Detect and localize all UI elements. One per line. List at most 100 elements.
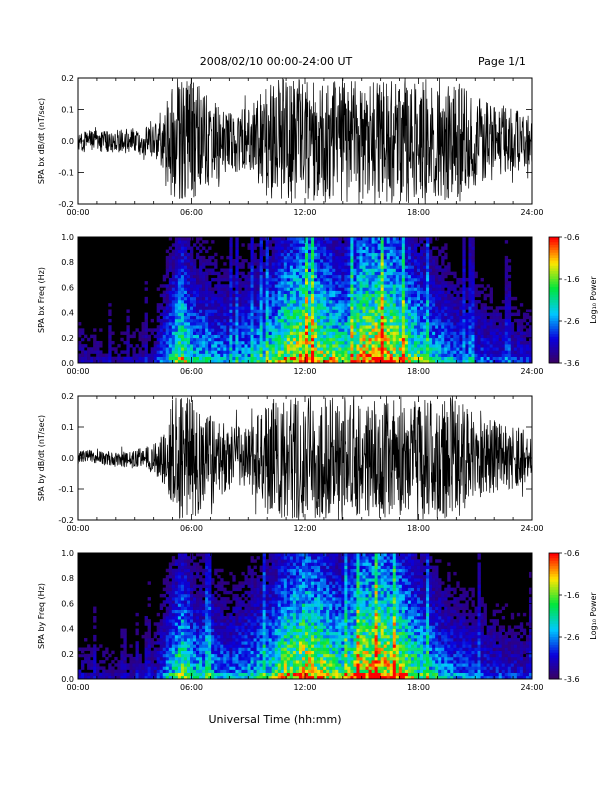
spectrogram-cell xyxy=(174,259,179,263)
spectrogram-cell xyxy=(426,350,430,354)
spectrogram-cell xyxy=(453,309,457,313)
spectrogram-cell xyxy=(314,322,318,326)
spectrogram-cell xyxy=(298,328,303,332)
spectrogram-cell xyxy=(465,340,469,345)
spectrogram-cell xyxy=(217,347,221,351)
spectrogram-cell xyxy=(383,353,388,357)
spectrogram-cell xyxy=(368,296,372,301)
spectrogram-cell xyxy=(241,359,245,364)
spectrogram-cell xyxy=(447,331,451,335)
spectrogram-cell xyxy=(132,675,136,680)
spectrogram-cell xyxy=(465,287,469,291)
spectrogram-cell xyxy=(383,309,388,313)
spectrogram-cell xyxy=(353,249,357,254)
spectrogram-cell xyxy=(480,331,484,335)
spectrogram-cell xyxy=(196,290,200,294)
spectrogram-cell xyxy=(96,663,100,667)
spectrogram-cell xyxy=(492,344,496,348)
spectrogram-cell xyxy=(220,353,224,357)
colorbar-segment xyxy=(549,323,559,327)
spectrogram-cell xyxy=(301,237,306,241)
spectrogram-cell xyxy=(386,344,391,348)
spectrogram-cell xyxy=(244,296,248,301)
spectrogram-cell xyxy=(407,271,412,276)
spectrogram-cell xyxy=(289,262,294,266)
spectrogram-cell xyxy=(317,274,321,279)
spectrogram-cell xyxy=(162,359,167,364)
spectrogram-cell xyxy=(404,277,409,282)
spectrogram-cell xyxy=(268,337,273,342)
spectrogram-cell xyxy=(380,249,384,254)
spectrogram-cell xyxy=(404,271,409,276)
spectrogram-cell xyxy=(420,334,424,339)
spectrogram-cell xyxy=(392,287,397,291)
spectrogram-cell xyxy=(135,356,139,361)
spectrogram-cell xyxy=(305,300,309,304)
spectrogram-cell xyxy=(353,259,357,263)
spectrogram-cell xyxy=(202,281,206,285)
spectrogram-cell xyxy=(413,246,418,250)
spectrogram-cell xyxy=(426,259,430,263)
spectrogram-cell xyxy=(353,309,357,313)
spectrogram-cell xyxy=(401,318,406,323)
spectrogram-cell xyxy=(301,334,306,339)
spectrogram-cell xyxy=(477,309,481,313)
spectrogram-cell xyxy=(84,353,88,357)
spectrogram-cell xyxy=(474,309,478,313)
spectrogram-cell xyxy=(341,356,345,361)
spectrogram-cell xyxy=(462,284,466,288)
spectrogram-cell xyxy=(295,353,300,357)
colorbar-tick-label: -1.6 xyxy=(564,275,580,284)
spectrogram-cell xyxy=(186,347,191,351)
spectrogram-cell xyxy=(289,249,294,254)
spectrogram-cell xyxy=(356,315,360,320)
spectrogram-cell xyxy=(462,255,466,260)
spectrogram-cell xyxy=(292,353,297,357)
spectrogram-cell xyxy=(492,337,496,342)
spectrogram-cell xyxy=(271,300,276,304)
spectrogram-cell xyxy=(232,325,236,329)
spectrogram-cell xyxy=(410,281,415,285)
spectrogram-cell xyxy=(162,318,167,323)
spectrogram-cell xyxy=(193,284,197,288)
spectrogram-cell xyxy=(380,293,384,298)
spectrogram-cell xyxy=(350,325,354,329)
spectrogram-cell xyxy=(196,350,200,354)
spectrogram-cell xyxy=(323,277,327,282)
spectrogram-cell xyxy=(162,315,167,320)
spectrogram-cell xyxy=(380,237,384,241)
spectrogram-cell xyxy=(308,337,312,342)
spectrogram-cell xyxy=(323,359,327,364)
spectrogram-cell xyxy=(129,344,133,348)
spectrogram-cell xyxy=(365,318,369,323)
spectrogram-cell xyxy=(238,265,242,269)
spectrogram-cell xyxy=(153,641,157,645)
spectrogram-cell xyxy=(241,274,245,279)
spectrogram-cell xyxy=(432,353,436,357)
spectrogram-cell xyxy=(338,328,342,332)
spectrogram-cell xyxy=(356,237,360,241)
spectrogram-cell xyxy=(407,328,412,332)
spectrogram-cell xyxy=(305,312,309,317)
spectrogram-cell xyxy=(407,262,412,266)
spectrogram-cell xyxy=(410,243,415,247)
spectrogram-cell xyxy=(180,325,185,329)
spectrogram-cell xyxy=(120,356,124,361)
spectrogram-cell xyxy=(271,347,276,351)
spectrogram-cell xyxy=(223,309,227,313)
spectrogram-cell xyxy=(298,353,303,357)
spectrogram-cell xyxy=(144,281,148,285)
y-tick-label: 0.8 xyxy=(61,258,74,267)
spectrogram-cell xyxy=(420,356,424,361)
spectrogram-cell xyxy=(90,334,94,339)
spectrogram-cell xyxy=(223,284,227,288)
spectrogram-cell xyxy=(229,325,233,329)
spectrogram-cell xyxy=(265,293,269,298)
spectrogram-cell xyxy=(308,262,312,266)
spectrogram-cell xyxy=(235,255,239,260)
colorbar-tick-label: -0.6 xyxy=(564,233,580,242)
spectrogram-cell xyxy=(265,356,269,361)
spectrogram-cell xyxy=(108,325,112,329)
spectrogram-cell xyxy=(211,325,215,329)
spectrogram-cell xyxy=(298,318,303,323)
